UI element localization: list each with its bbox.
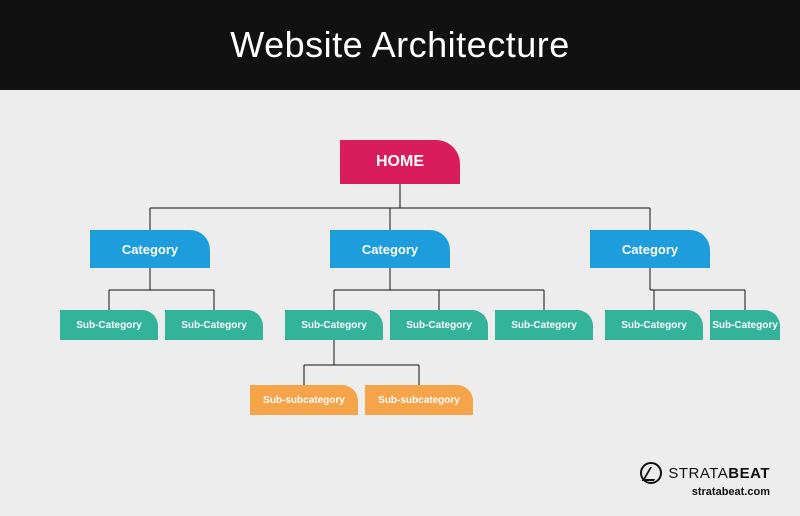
brand-name-light: STRATA [668,465,728,482]
node-sub1a: Sub-Category [60,310,158,340]
brand-url: stratabeat.com [640,486,770,498]
node-sub2c: Sub-Category [495,310,593,340]
node-ssub1: Sub-subcategory [250,385,358,415]
node-home: HOME [340,140,460,184]
node-sub1b: Sub-Category [165,310,263,340]
node-sub3a: Sub-Category [605,310,703,340]
header-bar: Website Architecture [0,0,800,90]
brand-block: STRATABEAT stratabeat.com [640,462,770,498]
node-cat2: Category [330,230,450,268]
node-sub2a: Sub-Category [285,310,383,340]
brand-logo-icon [640,462,662,484]
brand-name: STRATABEAT [668,465,770,482]
node-cat3: Category [590,230,710,268]
diagram-canvas: HOME Category Category Category Sub-Category… [0,90,800,516]
node-ssub2: Sub-subcategory [365,385,473,415]
node-cat1: Category [90,230,210,268]
node-sub2b: Sub-Category [390,310,488,340]
brand-name-bold: BEAT [728,465,770,482]
node-sub3b: Sub-Category [710,310,780,340]
page-title: Website Architecture [230,24,569,66]
